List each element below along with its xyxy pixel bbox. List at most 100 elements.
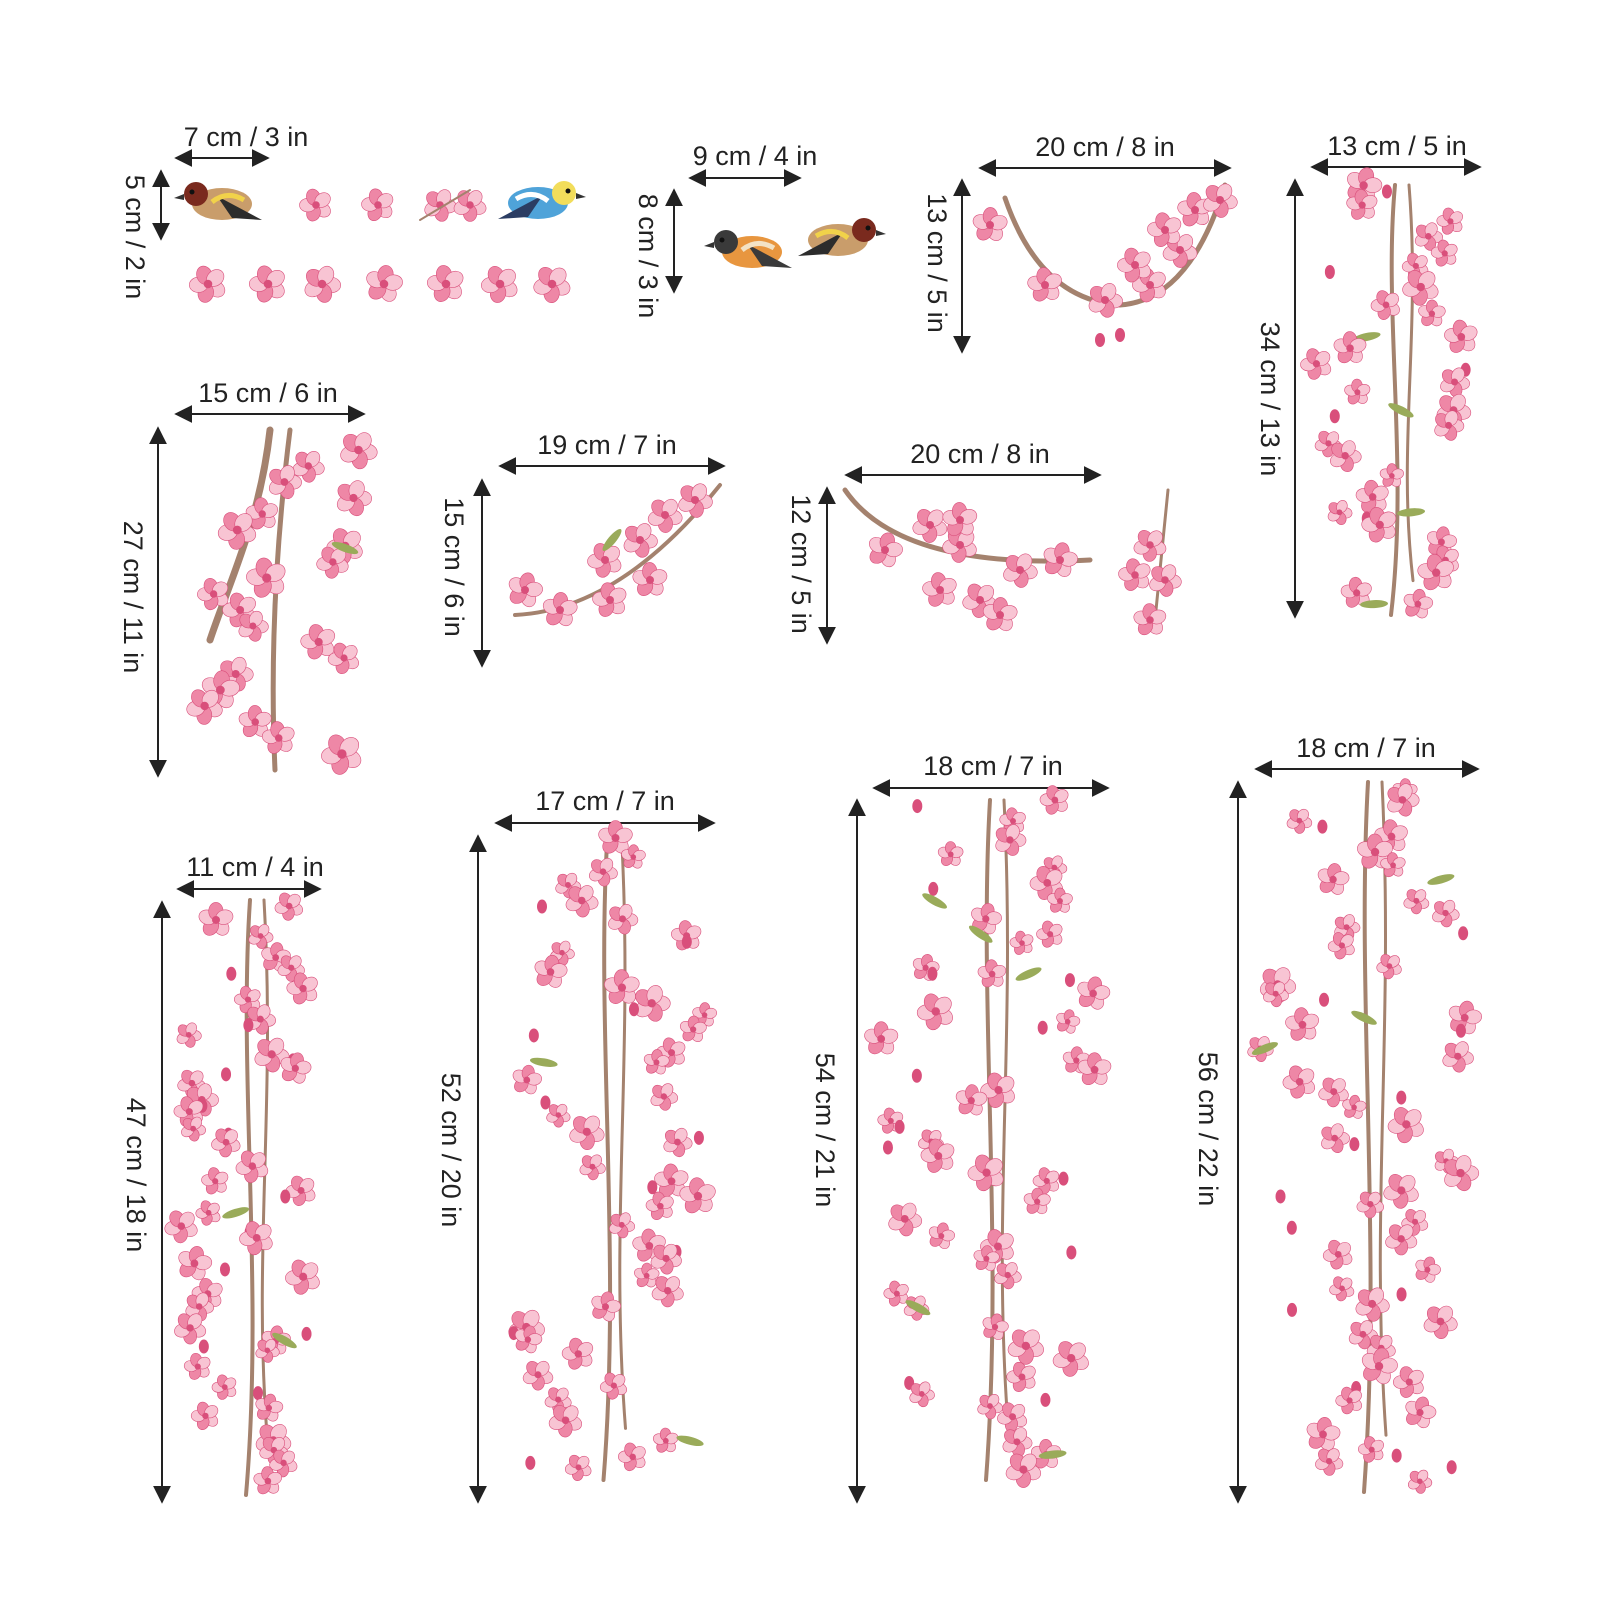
- height-label-arched-branch: 13 cm / 5 in: [922, 193, 952, 333]
- bud: [927, 966, 938, 981]
- bud: [1066, 1245, 1077, 1260]
- blossom: [1027, 267, 1062, 302]
- width-label-curved-sprig: 19 cm / 7 in: [537, 430, 677, 460]
- bud: [647, 1180, 658, 1195]
- blossom: [654, 1163, 689, 1198]
- blossom: [1417, 553, 1454, 591]
- goldfinch-icon: [174, 182, 262, 220]
- sticker-vine-1: [164, 892, 320, 1497]
- blossom: [1355, 1287, 1390, 1322]
- blossom: [565, 885, 599, 918]
- blossom: [1147, 212, 1182, 247]
- blossom: [249, 265, 285, 303]
- bud: [1396, 1090, 1407, 1105]
- width-label-vine-3: 18 cm / 7 in: [923, 751, 1063, 781]
- blossom: [1370, 290, 1400, 320]
- blossom: [239, 1221, 273, 1256]
- blossom: [592, 582, 627, 617]
- leaf: [1397, 508, 1426, 517]
- bud: [912, 799, 923, 814]
- bud: [1391, 1448, 1402, 1463]
- blossom: [176, 1022, 202, 1048]
- blossom: [1361, 507, 1397, 543]
- blossom: [186, 689, 223, 725]
- width-label-horizontal-branch: 20 cm / 8 in: [910, 439, 1050, 469]
- blossom: [245, 497, 278, 530]
- height-label-vine-4: 56 cm / 22 in: [1193, 1051, 1223, 1207]
- leaf: [1427, 874, 1455, 885]
- branch: [1153, 488, 1170, 622]
- bud: [894, 1119, 905, 1134]
- blossom: [248, 924, 274, 949]
- blossom: [1444, 1155, 1480, 1192]
- blossom: [604, 969, 640, 1004]
- blossom: [1133, 530, 1167, 562]
- blossom: [679, 1015, 707, 1042]
- blossom: [1376, 954, 1402, 980]
- blossom: [292, 450, 325, 483]
- blossom: [254, 1037, 290, 1073]
- branch: [842, 487, 1093, 564]
- branch: [1405, 183, 1415, 583]
- leaf: [905, 1300, 931, 1316]
- blossom: [1177, 192, 1212, 227]
- blossom: [1333, 331, 1367, 364]
- blossom: [178, 1246, 213, 1281]
- blossom: [1117, 247, 1151, 283]
- blossom: [1005, 1453, 1042, 1488]
- blossom: [1006, 1361, 1036, 1392]
- leaf: [1038, 1450, 1067, 1459]
- height-label-leaning-branch: 27 cm / 11 in: [118, 520, 148, 674]
- blossom: [598, 820, 633, 854]
- branch: [984, 798, 995, 1482]
- blossom: [211, 1374, 237, 1400]
- blossom: [928, 1222, 955, 1250]
- bud: [911, 1068, 922, 1083]
- blossom: [569, 1115, 605, 1150]
- bud: [693, 1130, 704, 1145]
- blossom: [246, 557, 286, 598]
- blossom: [922, 572, 957, 607]
- blossom: [550, 940, 575, 966]
- bud: [1115, 328, 1125, 342]
- blossom: [261, 721, 295, 754]
- blossom: [967, 1154, 1004, 1192]
- blossom: [679, 1177, 716, 1214]
- blossom: [971, 903, 1002, 935]
- goldfinch-flying-icon: [798, 218, 886, 256]
- blossom: [1327, 932, 1355, 960]
- blossom: [1414, 222, 1443, 251]
- blossom: [286, 972, 318, 1005]
- leaf: [272, 1332, 297, 1349]
- blossom: [997, 1402, 1028, 1433]
- blossom: [937, 841, 964, 866]
- bud: [221, 1067, 232, 1082]
- blossom: [201, 1167, 229, 1195]
- blossom: [650, 1243, 682, 1275]
- blossom: [533, 266, 571, 303]
- blossom: [280, 1052, 312, 1084]
- blossom: [366, 265, 403, 302]
- blossom: [864, 1021, 899, 1055]
- blossom: [1321, 1123, 1350, 1153]
- blossom: [1023, 1187, 1051, 1215]
- blossom: [1032, 1167, 1060, 1195]
- bud: [243, 1018, 254, 1033]
- bud: [528, 1028, 539, 1043]
- bud: [1396, 1287, 1407, 1302]
- blossom: [632, 562, 668, 596]
- sticker-vine-4: [1247, 778, 1482, 1494]
- blossom: [246, 1004, 276, 1035]
- bud: [1286, 1220, 1297, 1235]
- blossom: [955, 1084, 988, 1116]
- blossom: [211, 1128, 241, 1158]
- blossom: [285, 1259, 320, 1295]
- height-label-hanging-branch: 34 cm / 13 in: [1255, 321, 1285, 477]
- bud: [301, 1326, 312, 1341]
- blossom: [1393, 1366, 1424, 1398]
- width-label-leaning-branch: 15 cm / 6 in: [198, 378, 338, 408]
- blossom: [234, 985, 261, 1014]
- blossom: [269, 1449, 298, 1478]
- blossom: [982, 1313, 1009, 1341]
- blossom: [340, 432, 378, 470]
